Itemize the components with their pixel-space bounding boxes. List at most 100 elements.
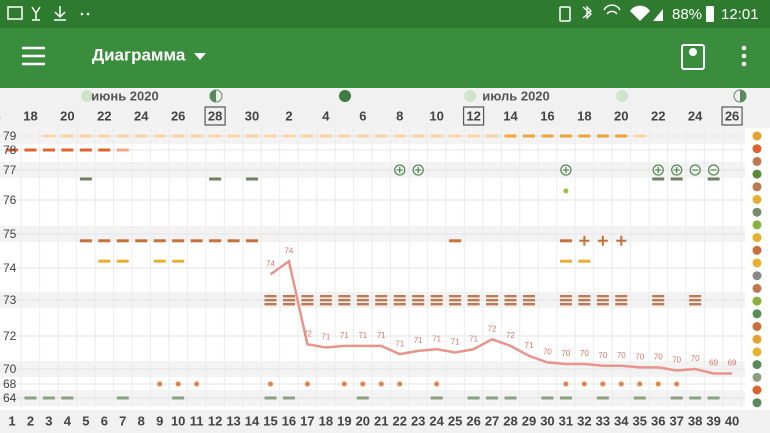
marker-part	[301, 303, 314, 306]
status-icon	[86, 12, 90, 16]
marker	[79, 148, 92, 152]
weight-line	[269, 259, 733, 375]
value-label: 74	[284, 246, 293, 255]
marker	[563, 188, 569, 194]
status-icon	[603, 4, 621, 15]
x-tick-label: 24	[429, 413, 444, 428]
value-label: 71	[525, 341, 534, 350]
marker	[616, 235, 627, 246]
marker	[559, 239, 572, 243]
marker	[135, 239, 148, 243]
x-tick-label: 27	[485, 413, 499, 428]
category-icon	[752, 309, 762, 319]
marker	[157, 381, 163, 387]
day-footer	[0, 410, 770, 433]
marker	[707, 177, 720, 181]
date-label: 10	[429, 108, 443, 123]
marker	[246, 177, 259, 181]
marker	[175, 381, 181, 387]
marker	[596, 295, 609, 306]
marker-part	[282, 299, 295, 302]
value-label: 71	[432, 334, 441, 343]
category-icon	[752, 156, 762, 166]
moon-phase	[616, 90, 628, 102]
marker	[42, 148, 55, 152]
marker	[282, 396, 295, 400]
marker	[264, 134, 277, 138]
x-tick-label: 17	[300, 413, 314, 428]
value-label: 71	[358, 331, 367, 340]
marker	[61, 148, 74, 152]
category-icon	[752, 258, 762, 268]
overflow-menu[interactable]	[741, 45, 747, 67]
marker	[596, 396, 609, 400]
marker	[449, 134, 462, 138]
marker-part	[412, 299, 425, 302]
scale-button[interactable]	[681, 44, 705, 70]
y-tick-label: 73	[3, 293, 17, 307]
date-label: 26	[171, 108, 185, 123]
moon-phase	[339, 90, 351, 102]
marker-part	[467, 295, 480, 298]
marker-part	[578, 303, 591, 306]
marker-part	[689, 303, 702, 306]
marker	[486, 134, 499, 138]
marker	[559, 295, 572, 306]
marker	[633, 396, 646, 400]
y-tick-label: 75	[3, 227, 17, 241]
category-icon	[752, 385, 762, 395]
x-tick-label: 40	[725, 413, 739, 428]
marker-part	[559, 299, 572, 302]
marker-part	[522, 299, 535, 302]
x-tick-label: 34	[614, 413, 629, 428]
marker	[707, 396, 720, 400]
marker-part	[615, 299, 628, 302]
marker	[412, 164, 424, 176]
marker	[98, 239, 111, 243]
marker-part	[264, 295, 277, 298]
marker	[652, 164, 664, 176]
screen-title[interactable]: Диаграмма	[92, 45, 186, 64]
category-icon	[752, 360, 762, 370]
x-tick-label: 37	[669, 413, 683, 428]
category-icon	[752, 322, 762, 331]
marker	[282, 295, 295, 306]
marker-part	[430, 295, 443, 298]
category-icon	[752, 271, 762, 281]
marker	[227, 134, 240, 138]
x-tick-label: 20	[356, 413, 370, 428]
marker-part	[319, 299, 332, 302]
marker	[172, 239, 185, 243]
x-tick-label: 38	[688, 413, 702, 428]
dropdown-arrow[interactable]	[194, 53, 206, 60]
marker	[615, 295, 628, 306]
marker-part	[356, 303, 369, 306]
date-label: 14	[503, 108, 518, 123]
moon-phase	[81, 90, 93, 102]
x-tick-label: 10	[171, 413, 185, 428]
marker	[504, 134, 517, 138]
marker	[264, 396, 277, 400]
marker-part	[264, 299, 277, 302]
marker-part	[393, 295, 406, 298]
menu-button[interactable]	[22, 46, 45, 66]
marker-part	[282, 303, 295, 306]
marker	[670, 396, 683, 400]
marker	[618, 381, 624, 387]
marker-part	[412, 303, 425, 306]
marker	[79, 239, 92, 243]
moon-phase	[209, 89, 223, 103]
x-tick-label: 28	[503, 413, 517, 428]
marker	[116, 259, 129, 263]
month-label: июнь 2020	[91, 88, 158, 103]
category-icon	[752, 398, 762, 408]
marker-part	[467, 299, 480, 302]
marker	[652, 177, 665, 181]
marker	[541, 134, 554, 138]
x-tick-label: 5	[82, 413, 89, 428]
marker	[360, 381, 366, 387]
y-tick-label: 76	[3, 193, 17, 207]
marker-part	[375, 299, 388, 302]
marker	[24, 148, 37, 152]
category-icon	[752, 195, 762, 204]
